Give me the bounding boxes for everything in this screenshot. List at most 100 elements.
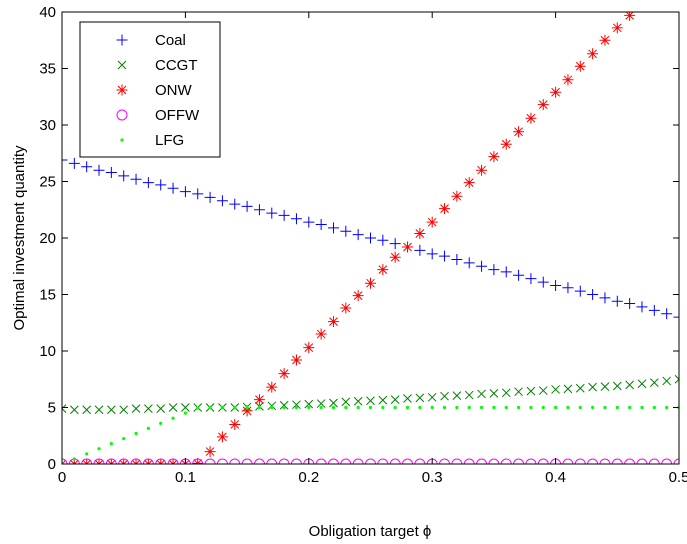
point-offw — [130, 458, 142, 464]
point-lfg — [381, 405, 385, 410]
point-lfg — [479, 405, 484, 410]
point-offw — [414, 458, 426, 464]
point-ccgt — [501, 388, 511, 398]
point-lfg — [97, 447, 101, 451]
point-coal — [303, 216, 315, 228]
y-tick-label: 20 — [39, 230, 56, 247]
point-coal — [352, 229, 364, 241]
point-onw — [340, 302, 352, 314]
point-onw — [636, 0, 647, 8]
point-offw — [192, 458, 204, 464]
point-offw — [155, 458, 167, 464]
point-ccgt — [649, 378, 659, 387]
point-lfg — [430, 405, 434, 410]
point-onw — [451, 190, 463, 202]
point-ccgt — [69, 405, 79, 415]
x-tick-label: 0.3 — [422, 469, 443, 486]
point-lfg — [307, 405, 311, 410]
point-onw — [426, 216, 438, 228]
point-coal — [365, 232, 376, 244]
point-lfg — [615, 405, 619, 410]
point-onw — [500, 138, 512, 150]
axes: 0 0.1 0.2 0.3 0.4 0.5 0 5 10 15 20 25 30 35 40 — [39, 4, 687, 486]
point-coal — [525, 273, 537, 285]
plot-frame — [61, 11, 680, 465]
point-ccgt — [526, 386, 536, 396]
point-ccgt — [403, 394, 412, 403]
point-coal — [266, 207, 278, 219]
point-coal — [550, 279, 562, 291]
data-marks — [62, 0, 679, 464]
point-coal — [192, 188, 204, 200]
y-tick-label: 10 — [39, 343, 56, 360]
point-offw — [167, 458, 179, 464]
point-ccgt — [168, 403, 178, 412]
point-onw — [303, 342, 315, 354]
point-onw — [562, 74, 574, 86]
point-lfg — [134, 431, 138, 436]
point-ccgt — [107, 405, 116, 415]
point-onw — [599, 34, 611, 46]
point-coal — [253, 204, 265, 216]
legend-item-offw: OFFW — [116, 107, 200, 124]
point-onw — [266, 381, 278, 393]
point-ccgt — [440, 391, 449, 401]
point-offw — [525, 458, 537, 464]
point-onw — [352, 290, 364, 302]
point-offw — [402, 458, 414, 464]
point-coal — [500, 266, 512, 278]
point-lfg — [208, 405, 212, 410]
point-coal — [81, 161, 93, 173]
legend-marker-coal — [116, 34, 128, 46]
point-offw — [340, 458, 352, 464]
y-tick-label: 25 — [39, 174, 56, 191]
series-offw — [62, 458, 679, 464]
point-ccgt — [119, 405, 129, 415]
point-ccgt — [366, 396, 375, 406]
point-lfg — [467, 405, 471, 410]
x-tick-label: 0.5 — [669, 469, 687, 486]
point-ccgt — [514, 387, 523, 397]
point-coal — [290, 213, 302, 225]
point-onw — [550, 86, 562, 98]
point-onw — [192, 457, 204, 464]
point-ccgt — [341, 397, 351, 407]
point-onw — [278, 368, 290, 380]
legend-label: ONW — [155, 82, 193, 99]
point-coal — [648, 304, 660, 316]
point-ccgt — [267, 401, 277, 411]
point-onw — [624, 12, 636, 21]
x-tick-label: 0.4 — [545, 469, 566, 486]
point-ccgt — [279, 400, 289, 410]
y-axis-label: Optimal investment quantity — [11, 145, 28, 331]
point-ccgt — [62, 404, 67, 413]
point-coal — [118, 170, 130, 182]
point-ccgt — [415, 393, 425, 403]
series-lfg — [62, 405, 679, 464]
point-ccgt — [489, 389, 499, 398]
legend-label: CCGT — [155, 57, 198, 74]
point-coal — [68, 157, 80, 169]
point-onw — [204, 446, 216, 458]
point-coal — [673, 311, 679, 323]
point-coal — [574, 285, 586, 297]
point-coal — [624, 298, 636, 310]
point-offw — [476, 458, 488, 464]
series-onw — [62, 0, 647, 464]
point-onw — [365, 277, 376, 289]
point-onw — [587, 48, 599, 60]
point-offw — [278, 458, 290, 464]
point-lfg — [418, 405, 422, 410]
point-lfg — [566, 405, 570, 410]
point-ccgt — [477, 389, 486, 399]
point-offw — [463, 458, 475, 464]
point-lfg — [282, 405, 286, 410]
point-lfg — [665, 405, 669, 410]
point-coal — [142, 177, 154, 189]
point-offw — [229, 458, 241, 464]
x-tick-label: 0.2 — [298, 469, 319, 486]
point-offw — [599, 458, 611, 464]
point-offw — [315, 458, 327, 464]
point-lfg — [159, 421, 163, 425]
point-offw — [93, 458, 105, 464]
